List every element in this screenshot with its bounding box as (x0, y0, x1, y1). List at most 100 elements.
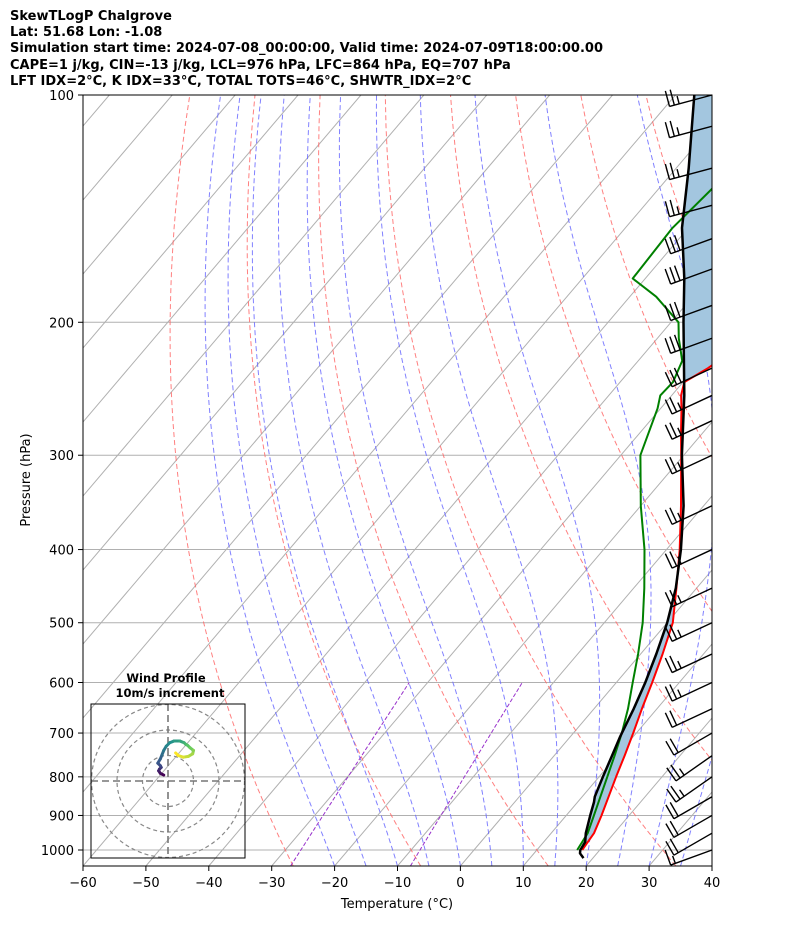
barb-shaft (671, 681, 713, 702)
wind-barb (664, 235, 713, 255)
wind-barb (664, 454, 713, 475)
barb-flag (669, 267, 677, 283)
barb-flag (669, 684, 678, 700)
dry-adiabat (246, 95, 422, 866)
title-line-5: LFT IDX=2°C, K IDX=33°C, TOTAL TOTS=46°C… (10, 74, 472, 89)
wind-barb (664, 394, 713, 415)
moist-adiabat (204, 95, 336, 866)
moist-adiabat (419, 95, 559, 866)
wind-barb (664, 301, 713, 322)
inset-frame (90, 703, 246, 859)
y-tick-label: 100 (49, 89, 74, 104)
wind-barb (664, 681, 713, 702)
wind-barb (665, 814, 713, 839)
barb-half-flag (677, 402, 682, 411)
y-axis-label: Pressure (hPa) (19, 433, 34, 526)
barb-shaft (675, 755, 713, 782)
inset-subtitle: 10m/s increment (116, 686, 225, 700)
barb-flag (669, 624, 678, 640)
barb-flag (669, 199, 676, 216)
y-tick-label: 1000 (41, 844, 74, 859)
y-tick-label: 500 (49, 617, 74, 632)
barb-half-flag (676, 206, 680, 215)
dry-adiabat (169, 95, 294, 866)
barb-flag (664, 509, 673, 525)
barb-shaft (671, 653, 713, 674)
barb-flag (669, 710, 678, 726)
wind-barb (664, 849, 713, 866)
dry-adiabat (384, 95, 677, 866)
y-tick-label: 800 (49, 771, 74, 786)
barb-half-flag (676, 169, 680, 178)
barb-flag (669, 820, 679, 836)
title-line-2: Lat: 51.68 Lon: -1.08 (10, 25, 163, 40)
barb-flag (664, 268, 672, 285)
barb-shaft (671, 505, 713, 526)
wind-barb (665, 832, 713, 856)
wind-barb (664, 334, 713, 354)
barb-half-flag (677, 629, 682, 638)
inset-title: Wind Profile (126, 671, 206, 685)
barb-half-flag (677, 594, 682, 603)
moist-adiabat (227, 95, 367, 866)
hodograph-segment (174, 751, 180, 757)
x-tick-label: 40 (704, 876, 721, 891)
barb-flag (664, 849, 672, 866)
x-tick-label: −60 (69, 876, 96, 891)
y-tick-label: 600 (49, 677, 74, 692)
isotherm (397, 495, 712, 866)
wind-profile-inset: Wind Profile 10m/s increment (90, 671, 246, 859)
barb-flag (669, 336, 677, 352)
barb-flag (665, 840, 675, 856)
isotherm (271, 347, 712, 866)
barb-flag (664, 122, 671, 138)
sounding-lines (576, 95, 712, 859)
barb-half-flag (677, 556, 682, 565)
title-line-1: SkewTLogP Chalgrove (10, 9, 172, 24)
wind-barb (664, 265, 713, 285)
title-line-4: CAPE=1 j/kg, CIN=-13 j/kg, LCL=976 hPa, … (10, 58, 511, 73)
barb-shaft (673, 832, 713, 856)
barb-flag (669, 236, 677, 253)
barb-half-flag (677, 462, 682, 470)
barb-half-flag (676, 95, 680, 104)
barb-flag (665, 823, 675, 838)
x-axis-label: Temperature (°C) (340, 897, 453, 912)
barb-flag (669, 397, 678, 413)
wind-barb (664, 199, 713, 218)
barb-flag (669, 456, 678, 473)
barb-flag (669, 422, 678, 438)
barb-flag (664, 459, 673, 475)
barb-flag (664, 90, 671, 107)
barb-shaft (670, 337, 713, 354)
x-tick-label: −30 (258, 876, 285, 891)
barb-flag (664, 686, 673, 702)
barb-shaft (671, 420, 713, 440)
barb-shaft (670, 304, 713, 322)
x-tick-label: −10 (384, 876, 411, 891)
moist-adiabat (338, 95, 493, 866)
y-tick-label: 700 (49, 727, 74, 742)
moist-adiabat (711, 864, 712, 866)
barb-shaft (673, 732, 713, 756)
barb-shaft (671, 708, 713, 728)
dewpoint-line (576, 187, 712, 851)
barb-flag (669, 838, 679, 854)
isotherm (83, 95, 488, 571)
barb-flag (665, 804, 675, 820)
barb-half-flag (677, 689, 682, 698)
barb-shaft (669, 94, 713, 108)
mixing-ratio-line (290, 682, 410, 866)
barb-shaft (671, 394, 713, 415)
wind-barb (664, 708, 713, 728)
barb-flag (669, 120, 676, 137)
barb-shaft (670, 849, 713, 866)
wind-barb (664, 367, 713, 388)
isotherm (83, 95, 362, 423)
wind-barb (664, 505, 713, 526)
barb-flag (664, 591, 673, 608)
barb-flag (670, 785, 681, 800)
x-tick-label: −40 (195, 876, 222, 891)
barb-shaft (669, 125, 713, 139)
